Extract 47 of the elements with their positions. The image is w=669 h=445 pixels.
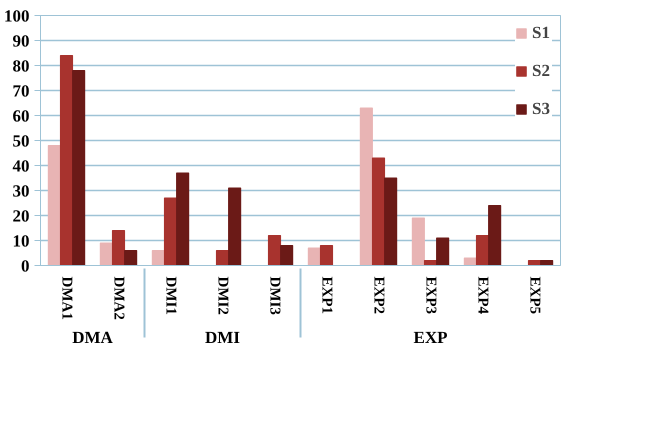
x-tick-label: DMI2 (214, 276, 230, 315)
x-tick-label: DMA1 (58, 276, 74, 320)
bar (320, 245, 334, 266)
bar (436, 238, 450, 266)
bar (48, 145, 61, 266)
x-tick-label: EXP5 (526, 276, 542, 314)
bar (540, 260, 554, 266)
bar (60, 55, 74, 266)
x-tick-label: DMI3 (266, 276, 282, 315)
bar (360, 108, 373, 266)
bar (476, 235, 490, 266)
y-tick-label: 60 (12, 106, 30, 126)
y-tick-label: 100 (4, 6, 30, 26)
x-tick-label: EXP3 (422, 276, 438, 314)
y-tick-label: 90 (12, 32, 30, 50)
x-tick-label: DMA2 (110, 276, 126, 320)
x-tick-label: DMI1 (162, 276, 178, 315)
y-tick-label: 30 (12, 182, 30, 200)
bar (488, 205, 502, 266)
bar (384, 178, 398, 266)
text: DMI (205, 328, 240, 347)
y-tick-label: 0 (21, 256, 30, 276)
x-tick-label: EXP4 (474, 276, 490, 314)
y-tick-label: 50 (12, 132, 30, 150)
legend-label: S2 (532, 61, 551, 81)
y-tick-label: 40 (12, 156, 30, 176)
bar (176, 172, 190, 266)
bar (164, 198, 178, 266)
bar (412, 218, 425, 266)
x-tick-label: EXP1 (318, 276, 334, 314)
legend-label: S1 (532, 23, 551, 43)
text: EXP (414, 328, 448, 347)
bar (268, 235, 282, 266)
x-tick-label: EXP2 (370, 276, 386, 314)
y-tick-label: 80 (12, 56, 30, 76)
legend-label: S3 (532, 99, 551, 119)
text: DMA (72, 328, 114, 347)
bar (72, 70, 86, 266)
bar (280, 245, 294, 266)
y-tick-label: 10 (12, 232, 30, 250)
bar (372, 158, 386, 266)
y-tick-label: 70 (12, 82, 30, 100)
bar (124, 250, 138, 266)
bar (228, 188, 242, 266)
bar (112, 230, 126, 266)
y-tick-label: 20 (12, 206, 30, 226)
bar (100, 242, 113, 266)
